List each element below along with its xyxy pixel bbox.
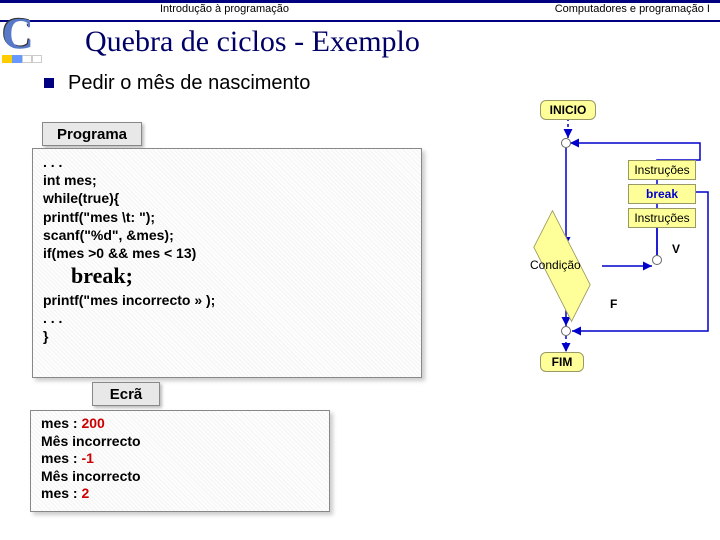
flow-fim: FIM xyxy=(540,352,584,372)
flow-inicio: INICIO xyxy=(540,100,596,120)
code-line: . . . xyxy=(43,309,411,327)
programa-label: Programa xyxy=(42,122,142,146)
flow-cond-label: Condição xyxy=(530,258,581,272)
flow-instr1: Instruções xyxy=(628,160,696,180)
flow-v-label: V xyxy=(672,242,680,256)
out-txt: mes : xyxy=(41,450,81,466)
header: Introdução à programação Computadores e … xyxy=(0,3,720,15)
code-line: scanf("%d", &mes); xyxy=(43,226,411,244)
out-line: Mês incorrecto xyxy=(41,468,319,486)
code-break: break; xyxy=(71,262,411,291)
code-line: if(mes >0 && mes < 13) xyxy=(43,244,411,262)
c-logo: C xyxy=(2,12,42,62)
code-line: . . . xyxy=(43,153,411,171)
code-line: int mes; xyxy=(43,171,411,189)
code-box: . . . int mes; while(true){ printf("mes … xyxy=(32,148,422,378)
flow-join1-icon xyxy=(561,138,571,148)
out-line: Mês incorrecto xyxy=(41,433,319,451)
out-txt: mes : xyxy=(41,415,81,431)
slide-title: Quebra de ciclos - Exemplo xyxy=(85,25,420,59)
flowchart: INICIO Instruções break Instruções Condi… xyxy=(460,100,710,370)
flow-join-v-icon xyxy=(652,255,662,265)
output-box: mes : 200 Mês incorrecto mes : -1 Mês in… xyxy=(30,410,330,512)
out-line: mes : -1 xyxy=(41,450,319,468)
code-line: while(true){ xyxy=(43,189,411,207)
flow-join2-icon xyxy=(561,326,571,336)
mid-border xyxy=(0,20,720,22)
subtitle: Pedir o mês de nascimento xyxy=(68,72,310,95)
header-right: Computadores e programação I xyxy=(555,3,710,15)
header-left: Introdução à programação xyxy=(160,3,289,15)
flow-break: break xyxy=(628,184,696,204)
flow-instr2: Instruções xyxy=(628,208,696,228)
flow-arrows xyxy=(460,100,710,380)
out-line: mes : 200 xyxy=(41,415,319,433)
code-line: printf("mes \t: "); xyxy=(43,208,411,226)
out-val: -1 xyxy=(81,450,93,466)
code-line: printf("mes incorrecto » ); xyxy=(43,291,411,309)
out-val: 2 xyxy=(81,485,89,501)
ecra-label: Ecrã xyxy=(92,382,160,406)
logo-stripe xyxy=(2,50,42,58)
bullet-icon xyxy=(44,78,54,88)
flow-cond: Condição xyxy=(522,246,602,286)
out-val: 200 xyxy=(81,415,104,431)
code-line: } xyxy=(43,327,411,345)
flow-f-label: F xyxy=(610,297,617,311)
out-line: mes : 2 xyxy=(41,485,319,503)
out-txt: mes : xyxy=(41,485,81,501)
